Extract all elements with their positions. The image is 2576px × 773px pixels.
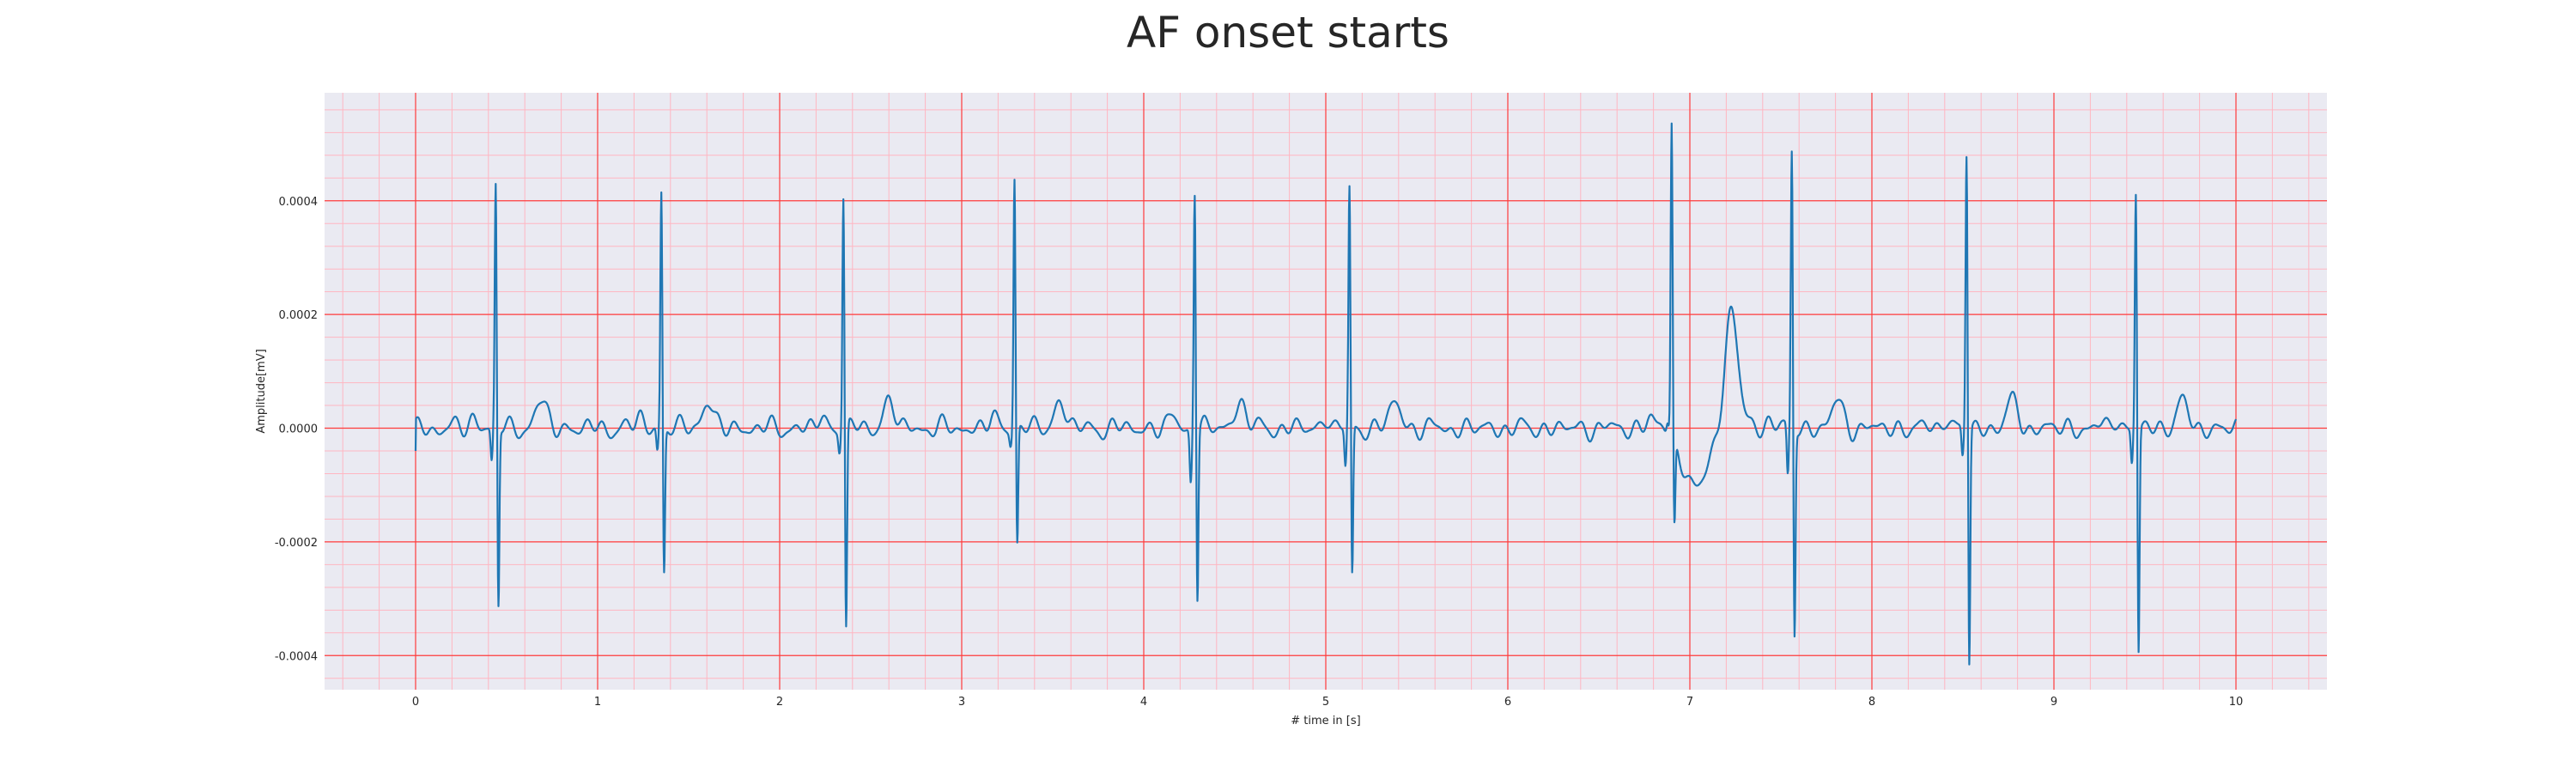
- chart-title: AF onset starts: [1127, 8, 1449, 58]
- x-tick-label: 0: [412, 696, 419, 709]
- y-tick-label: -0.0004: [275, 650, 318, 663]
- x-axis-label: # time in [s]: [1291, 715, 1360, 727]
- x-tick-label: 10: [2229, 696, 2244, 709]
- y-axis-label: Amplitude[mV]: [255, 349, 268, 433]
- x-tick-label: 1: [594, 696, 601, 709]
- ecg-signal-line: [414, 122, 2238, 666]
- x-axis-ticks: 0 1 2 3 4 5 6 7 8 9 10: [412, 696, 2243, 709]
- y-tick-label: 0.0000: [279, 423, 319, 436]
- x-tick-label: 4: [1140, 696, 1147, 709]
- x-tick-label: 5: [1322, 696, 1329, 709]
- y-tick-label: 0.0004: [279, 196, 319, 209]
- x-tick-label: 6: [1504, 696, 1511, 709]
- x-tick-label: 8: [1868, 696, 1875, 709]
- y-tick-label: 0.0002: [279, 309, 319, 322]
- x-tick-label: 2: [776, 696, 783, 709]
- x-tick-label: 7: [1686, 696, 1693, 709]
- y-tick-label: -0.0002: [275, 537, 318, 550]
- x-tick-label: 9: [2050, 696, 2057, 709]
- x-tick-label: 3: [958, 696, 965, 709]
- y-axis-ticks: -0.0004 -0.0002 0.0000 0.0002 0.0004: [275, 196, 318, 664]
